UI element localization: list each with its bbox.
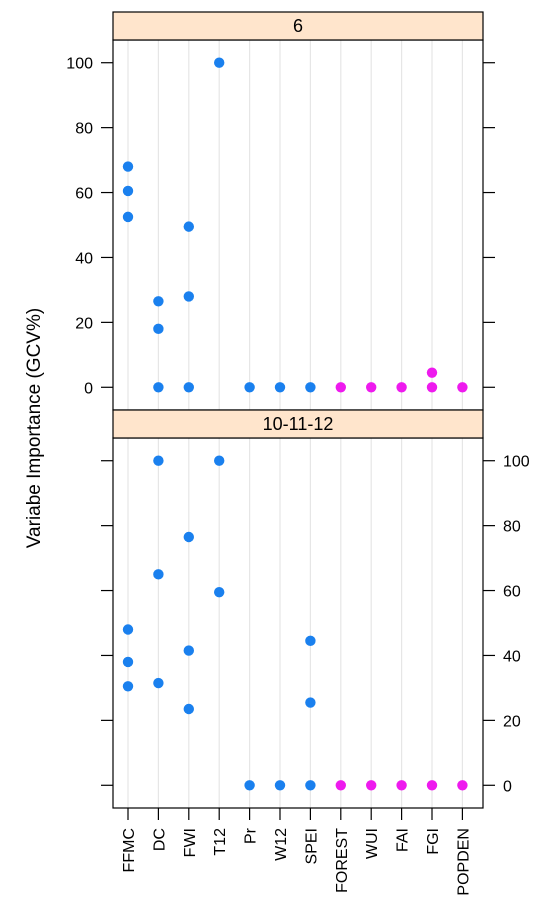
point-FWI: [183, 531, 194, 543]
x-tick-label-FAI: FAI: [395, 828, 412, 852]
point-FWI: [183, 221, 194, 232]
point-T12: [214, 455, 225, 466]
point-DC: [153, 677, 164, 689]
point-FFMC: [122, 681, 134, 692]
y-tick-label: 40: [503, 648, 521, 665]
y-tick-label: 20: [75, 315, 93, 332]
point-WUI: [366, 780, 377, 791]
x-tick-label-FFMC: FFMC: [121, 828, 138, 872]
point-T12: [214, 586, 225, 598]
x-tick-label-FWI: FWI: [182, 828, 199, 857]
point-DC: [153, 455, 164, 466]
point-FWI: [183, 703, 194, 715]
strip-background: [112, 409, 484, 439]
y-axis-label: Variabe Importance (GCV%): [24, 308, 45, 548]
point-FOREST: [335, 780, 346, 791]
x-tick-label-WUI: WUI: [364, 828, 381, 859]
point-POPDEN: [457, 382, 468, 393]
y-tick-label: 40: [75, 250, 93, 267]
y-tick-label: 80: [75, 121, 93, 138]
point-Pr: [244, 382, 255, 393]
point-FFMC: [122, 211, 134, 223]
point-SPEI: [305, 697, 316, 708]
point-WUI: [366, 382, 377, 393]
point-DC: [153, 323, 164, 335]
point-FGI: [426, 382, 438, 393]
y-tick-label: 0: [503, 778, 512, 795]
point-FGI: [426, 780, 438, 791]
x-tick-label-Pr: Pr: [243, 827, 260, 844]
strip-background: [112, 11, 484, 41]
y-tick-label: 100: [66, 56, 93, 73]
x-tick-label-FOREST: FOREST: [334, 828, 351, 893]
y-tick-label: 100: [503, 454, 530, 471]
point-T12: [214, 57, 225, 68]
strip-label: 6: [293, 16, 303, 36]
y-tick-label: 20: [503, 713, 521, 730]
strip-label: 10-11-12: [263, 414, 334, 434]
point-DC: [153, 382, 164, 393]
y-tick-label: 0: [84, 380, 93, 397]
point-Pr: [244, 780, 255, 791]
x-tick-label-POPDEN: POPDEN: [455, 828, 472, 896]
x-tick-label-SPEI: SPEI: [303, 828, 320, 864]
point-FFMC: [122, 161, 134, 172]
point-W12: [274, 382, 286, 393]
x-tick-label-FGI: FGI: [425, 828, 442, 855]
point-DC: [153, 296, 164, 307]
x-tick-label-W12: W12: [273, 828, 290, 861]
point-FAI: [396, 382, 407, 393]
point-FOREST: [335, 382, 346, 393]
panel-frame: [112, 39, 484, 411]
panel-1: 10-11-12 0 20 40 60 80 100: [101, 409, 530, 809]
y-tick-label: 60: [75, 186, 93, 203]
point-POPDEN: [457, 780, 468, 791]
point-FFMC: [122, 624, 134, 635]
point-FFMC: [122, 185, 134, 197]
point-W12: [274, 780, 286, 791]
y-tick-label: 60: [503, 584, 521, 601]
point-SPEI: [305, 780, 316, 791]
point-SPEI: [305, 635, 316, 647]
x-tick-label-DC: DC: [151, 828, 168, 851]
x-tick-label-T12: T12: [212, 828, 229, 856]
y-tick-label: 80: [503, 519, 521, 536]
point-FFMC: [122, 656, 134, 668]
point-FWI: [183, 382, 194, 393]
point-FAI: [396, 780, 407, 791]
panel-frame: [112, 437, 484, 809]
point-FGI: [426, 367, 438, 378]
point-FWI: [183, 291, 194, 302]
point-DC: [153, 569, 164, 580]
point-SPEI: [305, 382, 316, 393]
point-FWI: [183, 645, 194, 656]
